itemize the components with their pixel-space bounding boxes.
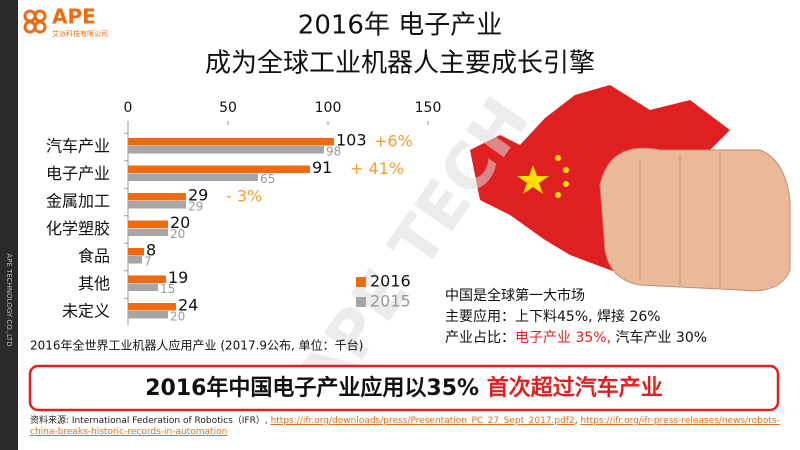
- bar: [128, 201, 186, 209]
- bar: [128, 220, 168, 228]
- bar: [128, 256, 142, 264]
- banner-text: 2016年中国电子产业应用以35% 首次超过汽车产业: [145, 375, 663, 401]
- value-label: 20: [170, 213, 190, 232]
- bar: [128, 303, 176, 311]
- x-tick-label: 100: [315, 100, 342, 116]
- value-label: 103: [336, 131, 367, 150]
- value-label: 8: [146, 241, 156, 260]
- bar: [128, 165, 310, 173]
- logo: APE 艾派科技有限公司: [23, 5, 108, 38]
- x-tick-label: 50: [219, 100, 237, 116]
- side-text: APE TECHNOLOGY CO.,LTD: [5, 253, 13, 346]
- category-label: 电子产业: [46, 164, 110, 183]
- category-label: 化学塑胶: [46, 219, 110, 238]
- category-label: 食品: [78, 247, 110, 266]
- value-label: 20: [170, 310, 185, 324]
- category-label: 其他: [78, 274, 110, 293]
- bar: [128, 248, 144, 256]
- note-line: 产业占比：电子产业 35%, 汽车产业 30%: [445, 329, 707, 346]
- growth-label: + 41%: [350, 159, 404, 178]
- bar: [128, 283, 158, 291]
- title: 成为全球工业机器人主要成长引擎: [205, 49, 595, 79]
- growth-label: +6%: [374, 132, 413, 151]
- x-tick-label: 150: [415, 100, 442, 116]
- chart-caption: 2016年全世界工业机器人应用产业 (2017.9公布, 单位：千台): [30, 338, 363, 353]
- bar: [128, 275, 166, 283]
- legend-label: 2016: [370, 272, 411, 291]
- source-link[interactable]: https://ifr.org/ifr-press-releases/news/…: [30, 416, 780, 437]
- logo-text: APE: [52, 5, 96, 29]
- source-link[interactable]: https://ifr.org/downloads/press/Presenta…: [270, 416, 575, 426]
- value-label: 29: [188, 200, 203, 214]
- banner-highlight: 首次超过汽车产业: [487, 375, 663, 401]
- growth-label: - 3%: [226, 187, 262, 206]
- note-highlight: 电子产业 35%,: [515, 330, 611, 346]
- note-part: 汽车产业 30%: [611, 329, 707, 346]
- category-label: 金属加工: [46, 192, 110, 211]
- value-label: 15: [160, 282, 175, 296]
- value-label: 20: [170, 227, 185, 241]
- bar: [128, 193, 186, 201]
- bar: [128, 146, 324, 154]
- x-tick-label: 0: [124, 100, 133, 116]
- source-sep: ,: [574, 416, 581, 426]
- category-label: 汽车产业: [46, 137, 110, 156]
- bar: [128, 228, 168, 236]
- source: 资料来源: International Federation of Roboti…: [30, 416, 790, 438]
- title: 2016年 电子产业: [298, 11, 502, 41]
- value-label: 7: [144, 255, 152, 269]
- note-line: 主要应用：上下料45%, 焊接 26%: [445, 308, 661, 325]
- legend-label: 2015: [370, 292, 411, 311]
- legend-swatch: [356, 297, 366, 307]
- banner: [28, 364, 780, 412]
- value-label: 29: [188, 186, 208, 205]
- value-label: 98: [326, 145, 341, 159]
- bar: [128, 311, 168, 319]
- note-line: 中国是全球第一大市场: [445, 287, 585, 304]
- value-label: 24: [178, 296, 198, 315]
- illustration: [470, 85, 791, 292]
- value-label: 91: [312, 158, 332, 177]
- note-part: 产业占比：: [445, 330, 515, 346]
- category-label: 未定义: [62, 302, 110, 321]
- source-label: 资料来源: International Federation of Roboti…: [30, 416, 271, 426]
- side-strip: [0, 0, 18, 450]
- bar: [128, 173, 258, 181]
- value-label: 65: [260, 172, 275, 186]
- bar: [128, 138, 334, 146]
- logo-sub: 艾派科技有限公司: [52, 29, 108, 38]
- banner-part: 2016年中国电子产业应用以35%: [145, 375, 487, 401]
- value-label: 19: [168, 268, 188, 287]
- legend-swatch: [356, 277, 366, 287]
